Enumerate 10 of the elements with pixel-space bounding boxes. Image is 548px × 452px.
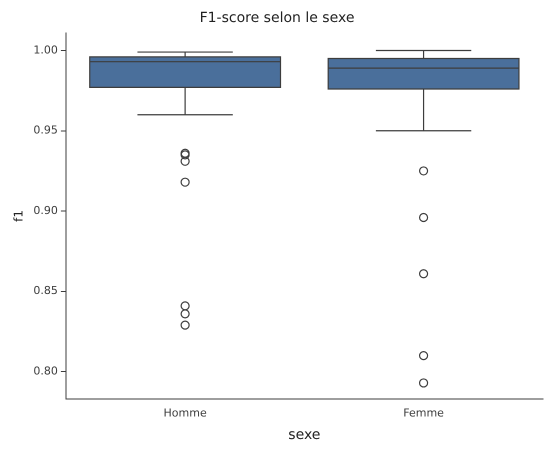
y-tick-label: 0.95	[33, 124, 58, 137]
y-tick-label: 0.85	[33, 284, 58, 298]
y-tick-label: 0.90	[33, 204, 58, 217]
x-tick-label: Femme	[403, 406, 444, 420]
x-axis-title: sexe	[288, 427, 320, 444]
y-axis-title: f1	[11, 210, 26, 222]
x-tick-label: Homme	[164, 406, 207, 420]
y-tick-label: 1.00	[33, 43, 58, 56]
y-tick-label: 0.80	[33, 364, 58, 378]
chart-title: F1-score selon le sexe	[200, 10, 354, 26]
